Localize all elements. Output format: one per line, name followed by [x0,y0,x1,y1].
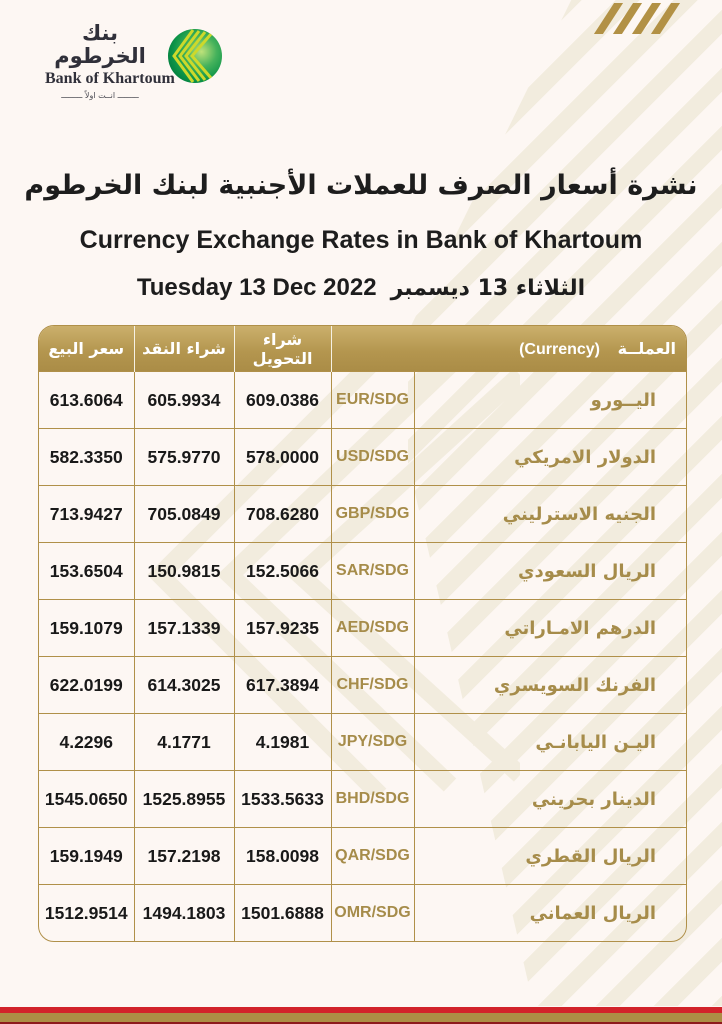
currency-code: QAR/SDG [330,827,415,885]
sell-price-value: 1545.0650 [39,770,135,828]
footer-darkred-line [0,1022,722,1024]
page-title-english: Currency Exchange Rates in Bank of Khart… [79,226,643,254]
rates-table-wrapper: سعر البيع شراء النقد شراء التحويل العملـ… [38,325,687,942]
transfer-buy-value: 158.0098 [233,827,332,885]
rate-row: 582.3350 575.9770 578.0000 USD/SDG الدول… [39,428,686,486]
bank-logo-globe-icon [167,28,223,89]
table-header-row: سعر البيع شراء النقد شراء التحويل العملـ… [39,326,686,372]
currency-code: GBP/SDG [330,485,415,543]
cash-buy-value: 575.9770 [133,428,235,486]
rate-row: 713.9427 705.0849 708.6280 GBP/SDG الجني… [39,485,686,543]
currency-code: BHD/SDG [330,770,415,828]
cash-buy-value: 150.9815 [133,542,235,600]
header-transfer-buy: شراء التحويل [234,326,332,372]
transfer-buy-value: 708.6280 [233,485,332,543]
header-currency-arabic: العملــة [617,338,676,358]
rate-row: 1545.0650 1525.8955 1533.5633 BHD/SDG ال… [39,770,686,828]
page-title-arabic: نشرة أسعار الصرف للعملات الأجنبية لبنك ا… [24,170,698,201]
cash-buy-value: 614.3025 [133,656,235,714]
header-sell-price: سعر البيع [39,326,135,372]
bank-logo-text: بنك الخرطوم Bank of Khartoum ـــــــــ ا… [45,21,175,101]
rates-table: سعر البيع شراء النقد شراء التحويل العملـ… [39,326,686,941]
transfer-buy-value: 617.3894 [233,656,332,714]
bank-name-arabic: بنك الخرطوم [54,21,146,69]
sell-price-value: 159.1079 [39,599,135,657]
transfer-buy-value: 609.0386 [233,371,332,429]
sell-price-value: 159.1949 [39,827,135,885]
header-cash-buy: شراء النقد [134,326,235,372]
sell-price-value: 582.3350 [39,428,135,486]
rate-row: 159.1949 157.2198 158.0098 QAR/SDG الريا… [39,827,686,885]
currency-name-arabic: الريال السعودي [413,542,686,600]
currency-code: CHF/SDG [330,656,415,714]
currency-code: SAR/SDG [330,542,415,600]
date-line: Tuesday 13 Dec 2022 الثلاثاء 13 ديسمبر [0,274,722,302]
currency-name-arabic: الدينار بحريني [413,770,686,828]
currency-name-arabic: الفرنك السويسري [413,656,686,714]
rates-body: 613.6064 605.9934 609.0386 EUR/SDG اليــ… [39,371,686,941]
cash-buy-value: 705.0849 [133,485,235,543]
transfer-buy-value: 4.1981 [233,713,332,771]
currency-name-arabic: اليـن اليابانـي [413,713,686,771]
bank-name-english: Bank of Khartoum [45,70,175,88]
sell-price-value: 713.9427 [39,485,135,543]
currency-code: OMR/SDG [330,884,415,941]
bank-logo: بنك الخرطوم Bank of Khartoum ـــــــــ ا… [45,21,223,101]
currency-name-arabic: الريال القطري [413,827,686,885]
rate-row: 622.0199 614.3025 617.3894 CHF/SDG الفرن… [39,656,686,714]
cash-buy-value: 4.1771 [133,713,235,771]
cash-buy-value: 1525.8955 [133,770,235,828]
currency-code: EUR/SDG [330,371,415,429]
sell-price-value: 153.6504 [39,542,135,600]
sell-price-value: 4.2296 [39,713,135,771]
header-currency-english: (Currency) [519,340,600,358]
bank-tagline: ـــــــــ انــت اولاً ـــــــــ [61,91,139,101]
currency-code: JPY/SDG [330,713,415,771]
transfer-buy-value: 1501.6888 [233,884,332,941]
transfer-buy-value: 578.0000 [233,428,332,486]
footer-gold-bar [0,1013,722,1022]
cash-buy-value: 157.2198 [133,827,235,885]
currency-code: AED/SDG [330,599,415,657]
transfer-buy-value: 157.9235 [233,599,332,657]
cash-buy-value: 157.1339 [133,599,235,657]
currency-name-arabic: الريال العماني [413,884,686,941]
footer-red-bar [0,1007,722,1013]
rate-row: 4.2296 4.1771 4.1981 JPY/SDG اليـن الياب… [39,713,686,771]
gold-stripes-icon [593,3,681,34]
currency-name-arabic: الدولار الامريكي [413,428,686,486]
rate-row: 1512.9514 1494.1803 1501.6888 OMR/SDG ال… [39,884,686,941]
rate-row: 153.6504 150.9815 152.5066 SAR/SDG الريا… [39,542,686,600]
currency-name-arabic: اليــورو [413,371,686,429]
date-english: Tuesday 13 Dec 2022 [136,274,377,301]
date-arabic: الثلاثاء 13 ديسمبر [390,276,586,301]
sell-price-value: 1512.9514 [39,884,135,941]
cash-buy-value: 1494.1803 [133,884,235,941]
sell-price-value: 622.0199 [39,656,135,714]
currency-name-arabic: الدرهم الامـاراتي [413,599,686,657]
cash-buy-value: 605.9934 [133,371,235,429]
header-currency: العملــة (Currency) [331,326,686,372]
rate-row: 613.6064 605.9934 609.0386 EUR/SDG اليــ… [39,371,686,429]
currency-code: USD/SDG [330,428,415,486]
sell-price-value: 613.6064 [39,371,135,429]
currency-name-arabic: الجنيه الاسترليني [413,485,686,543]
transfer-buy-value: 152.5066 [233,542,332,600]
transfer-buy-value: 1533.5633 [233,770,332,828]
rate-row: 159.1079 157.1339 157.9235 AED/SDG الدره… [39,599,686,657]
